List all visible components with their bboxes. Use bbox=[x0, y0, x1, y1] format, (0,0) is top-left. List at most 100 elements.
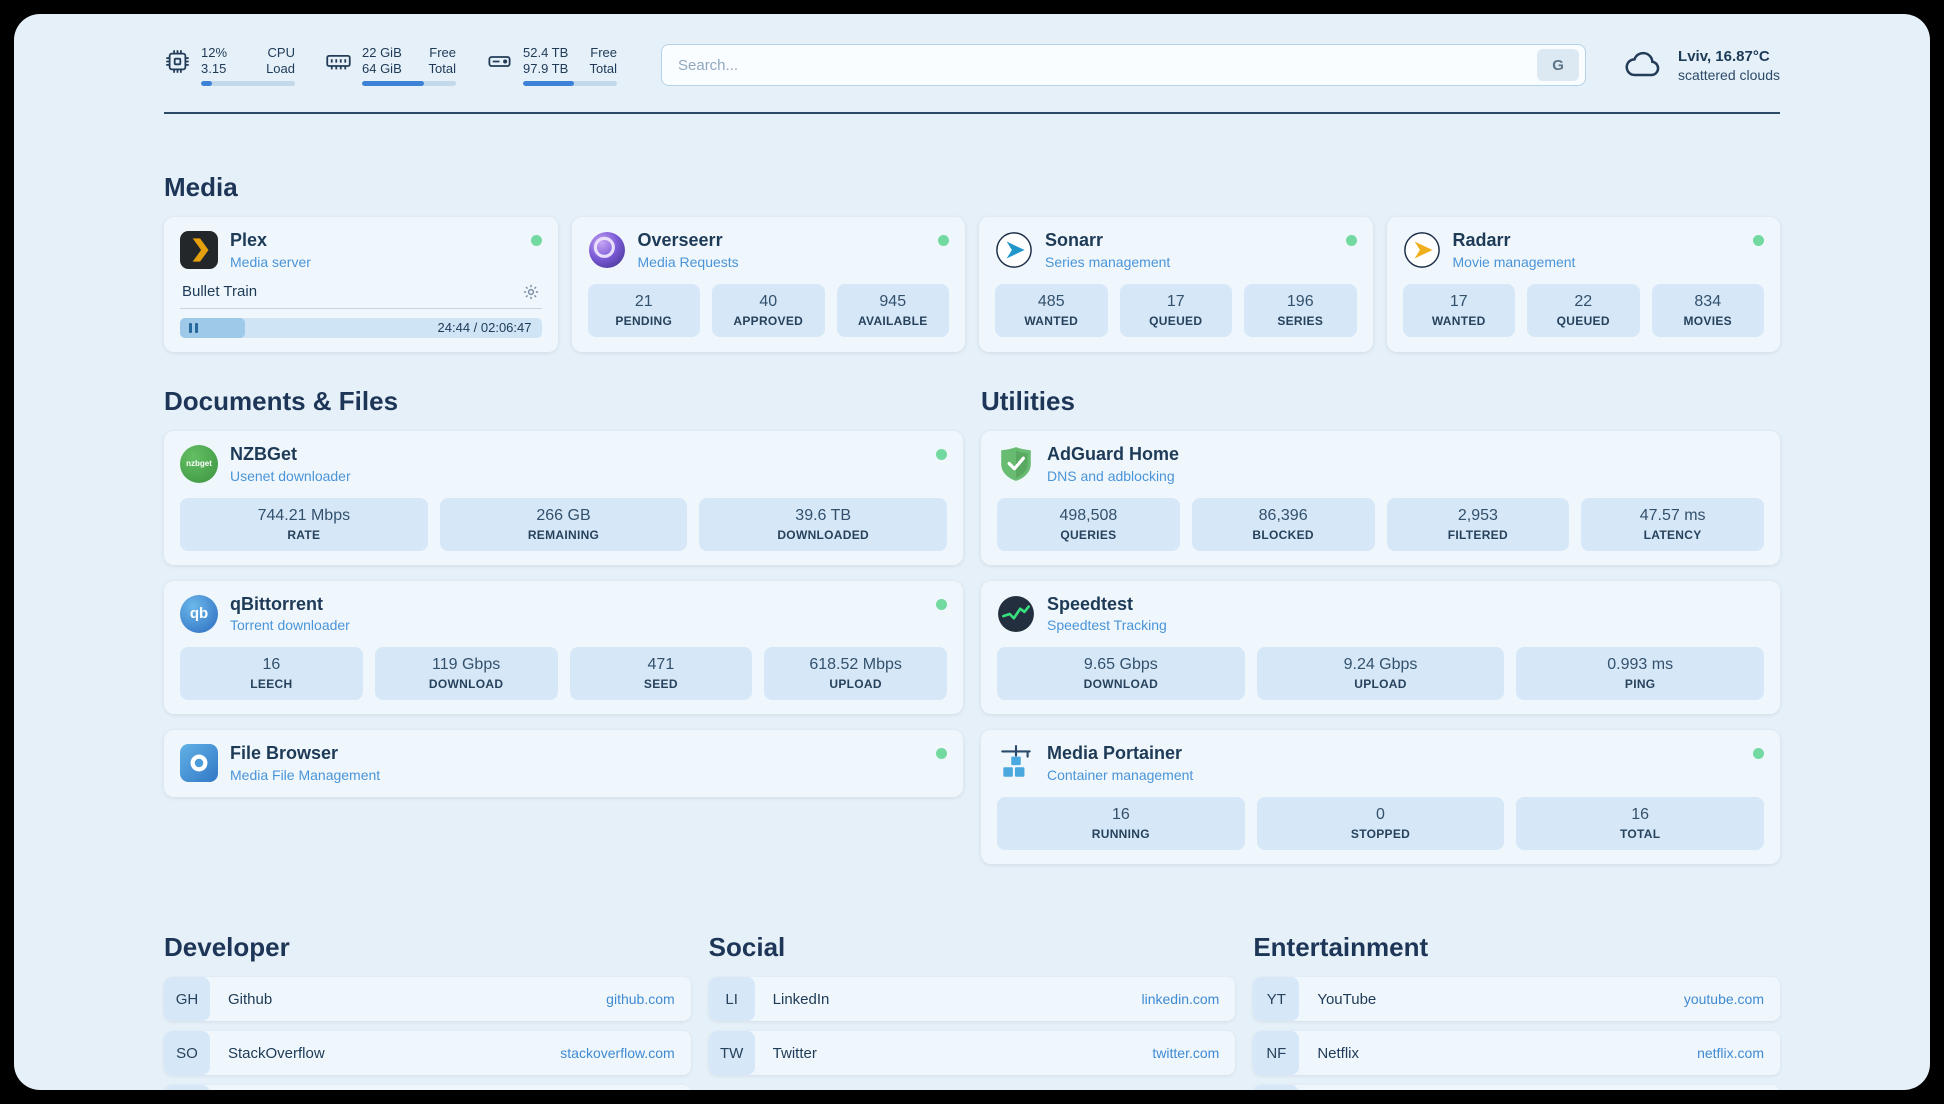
radarr-icon bbox=[1403, 231, 1441, 269]
portainer-title[interactable]: Media Portainer bbox=[1047, 743, 1183, 764]
sonarr-title[interactable]: Sonarr bbox=[1045, 230, 1104, 250]
documents-section-title: Documents & Files bbox=[164, 385, 399, 416]
stat-queries: 498,508 QUERIES bbox=[997, 497, 1180, 551]
stat-remaining: 266 GB REMAINING bbox=[439, 497, 688, 551]
memory-free-label: Free bbox=[429, 44, 456, 60]
cpu-widget: 12% CPU 3.15 Load bbox=[164, 45, 295, 86]
stat-queued: 22 QUEUED bbox=[1527, 283, 1640, 337]
card-speedtest: Speedtest Speedtest Tracking 9.65 Gbps D… bbox=[981, 580, 1780, 715]
search-provider-button[interactable]: G bbox=[1537, 49, 1580, 81]
bookmark-netflix[interactable]: NF Netflix netflix.com bbox=[1253, 1031, 1780, 1076]
card-portainer: Media Portainer Container management 16 … bbox=[981, 730, 1780, 865]
bookmark-twitter[interactable]: TW Twitter twitter.com bbox=[708, 1031, 1236, 1076]
bookmark-stackoverflow[interactable]: SO StackOverflow stackoverflow.com bbox=[164, 1031, 691, 1076]
reddit-abbr: RE bbox=[1253, 1085, 1300, 1090]
bookmark-linkedin[interactable]: LI LinkedIn linkedin.com bbox=[708, 977, 1236, 1022]
filebrowser-header[interactable]: File Browser Media File Management bbox=[180, 744, 947, 783]
sonarr-subtitle: Series management bbox=[1045, 253, 1171, 270]
nzbget-subtitle: Usenet downloader bbox=[230, 467, 351, 484]
portainer-header[interactable]: Media Portainer Container management bbox=[997, 744, 1764, 783]
dev-abbr: DT bbox=[164, 1085, 210, 1090]
adguard-title[interactable]: AdGuard Home bbox=[1047, 443, 1180, 464]
stat-leech: 16 LEECH bbox=[180, 647, 363, 701]
radarr-status-dot bbox=[1753, 235, 1764, 246]
gear-icon[interactable] bbox=[522, 283, 540, 301]
qbittorrent-subtitle: Torrent downloader bbox=[230, 617, 350, 634]
utilities-section: Utilities AdGuard Home bbox=[981, 386, 1780, 880]
stat-running: 16 RUNNING bbox=[997, 797, 1245, 851]
now-playing-title: Bullet Train bbox=[182, 283, 258, 301]
adguard-shield-icon bbox=[997, 445, 1035, 483]
bookmark-github[interactable]: GH Github github.com bbox=[164, 977, 691, 1022]
search-input[interactable] bbox=[678, 56, 1538, 74]
twitter-abbr: TW bbox=[708, 1031, 755, 1076]
linkedin-abbr: LI bbox=[708, 977, 755, 1022]
stat-download: 119 Gbps DOWNLOAD bbox=[374, 647, 558, 701]
filebrowser-icon bbox=[180, 744, 218, 783]
radarr-title[interactable]: Radarr bbox=[1452, 230, 1511, 250]
overseerr-title[interactable]: Overseerr bbox=[637, 230, 723, 250]
header: 12% CPU 3.15 Load bbox=[164, 14, 1780, 86]
plex-title[interactable]: Plex bbox=[230, 230, 268, 250]
bookmark-dev[interactable]: DT DEV dev.to bbox=[164, 1085, 691, 1090]
stat-stopped: 0 STOPPED bbox=[1256, 797, 1505, 851]
utilities-section-title: Utilities bbox=[981, 385, 1075, 416]
plex-status-dot bbox=[530, 235, 542, 246]
plex-header[interactable]: Plex Media server bbox=[180, 230, 542, 270]
disk-icon bbox=[486, 48, 513, 75]
overseerr-icon bbox=[588, 231, 626, 269]
sonarr-header[interactable]: Sonarr Series management bbox=[995, 230, 1357, 270]
adguard-subtitle: DNS and adblocking bbox=[1047, 467, 1175, 484]
social-section-title: Social bbox=[708, 932, 786, 963]
stat-ping: 0.993 ms PING bbox=[1516, 647, 1765, 701]
filebrowser-subtitle: Media File Management bbox=[230, 767, 381, 784]
stat-upload: 618.52 Mbps UPLOAD bbox=[764, 647, 947, 701]
disk-free-label: Free bbox=[590, 44, 617, 60]
bookmark-youtube[interactable]: YT YouTube youtube.com bbox=[1253, 977, 1780, 1022]
qbittorrent-title[interactable]: qBittorrent bbox=[230, 593, 323, 614]
stat-downloaded: 39.6 TB DOWNLOADED bbox=[699, 497, 948, 551]
developer-section: Developer GH Github github.com SO StackO… bbox=[164, 932, 691, 1090]
stat-series: 196 SERIES bbox=[1244, 283, 1357, 337]
stat-movies: 834 MOVIES bbox=[1651, 283, 1764, 337]
github-abbr: GH bbox=[164, 977, 210, 1022]
disk-total-value: 97.9 TB bbox=[523, 60, 569, 76]
developer-section-title: Developer bbox=[164, 932, 290, 963]
qbittorrent-status-dot bbox=[936, 598, 947, 610]
cpu-load-label: Load bbox=[266, 60, 295, 76]
plex-icon bbox=[180, 231, 218, 269]
nzbget-title[interactable]: NZBGet bbox=[230, 443, 297, 464]
speedtest-title[interactable]: Speedtest bbox=[1047, 593, 1134, 614]
card-adguard: AdGuard Home DNS and adblocking 498,508 … bbox=[981, 430, 1780, 565]
nzbget-header[interactable]: nzbget NZBGet Usenet downloader bbox=[180, 443, 947, 484]
adguard-header[interactable]: AdGuard Home DNS and adblocking bbox=[997, 443, 1764, 484]
bookmark-reddit[interactable]: RE Reddit reddit.com bbox=[1253, 1085, 1780, 1090]
card-filebrowser: File Browser Media File Management bbox=[164, 730, 963, 798]
weather-widget: Lviv, 16.87°C scattered clouds bbox=[1620, 45, 1780, 85]
stat-seed: 471 SEED bbox=[569, 647, 753, 701]
memory-progress-bar bbox=[362, 80, 456, 86]
weather-location: Lviv, 16.87°C bbox=[1678, 47, 1770, 65]
plex-subtitle: Media server bbox=[230, 253, 311, 270]
memory-widget: 22 GiB Free 64 GiB Total bbox=[325, 45, 456, 86]
stat-wanted: 485 WANTED bbox=[995, 283, 1108, 337]
sonarr-icon bbox=[995, 231, 1033, 269]
playback-time: 24:44 / 02:06:47 bbox=[437, 320, 532, 336]
filebrowser-title[interactable]: File Browser bbox=[230, 743, 339, 764]
stat-rate: 744.21 Mbps RATE bbox=[180, 497, 428, 551]
radarr-header[interactable]: Radarr Movie management bbox=[1403, 230, 1764, 270]
stat-blocked: 86,396 BLOCKED bbox=[1191, 497, 1375, 551]
memory-icon bbox=[325, 48, 352, 75]
header-divider bbox=[164, 112, 1780, 114]
memory-total-value: 64 GiB bbox=[362, 60, 402, 76]
disk-total-label: Total bbox=[589, 60, 617, 76]
disk-progress-bar bbox=[523, 80, 617, 86]
media-section-title: Media bbox=[164, 172, 238, 202]
speedtest-header[interactable]: Speedtest Speedtest Tracking bbox=[997, 593, 1764, 633]
qbittorrent-header[interactable]: qb qBittorrent Torrent downloader bbox=[180, 593, 947, 634]
filebrowser-status-dot bbox=[936, 748, 947, 760]
card-overseerr: Overseerr Media Requests 21 PENDING 40 A… bbox=[571, 217, 965, 352]
overseerr-header[interactable]: Overseerr Media Requests bbox=[588, 230, 949, 270]
card-radarr: Radarr Movie management 17 WANTED 22 QUE… bbox=[1386, 217, 1780, 352]
disk-widget: 52.4 TB Free 97.9 TB Total bbox=[486, 45, 617, 86]
